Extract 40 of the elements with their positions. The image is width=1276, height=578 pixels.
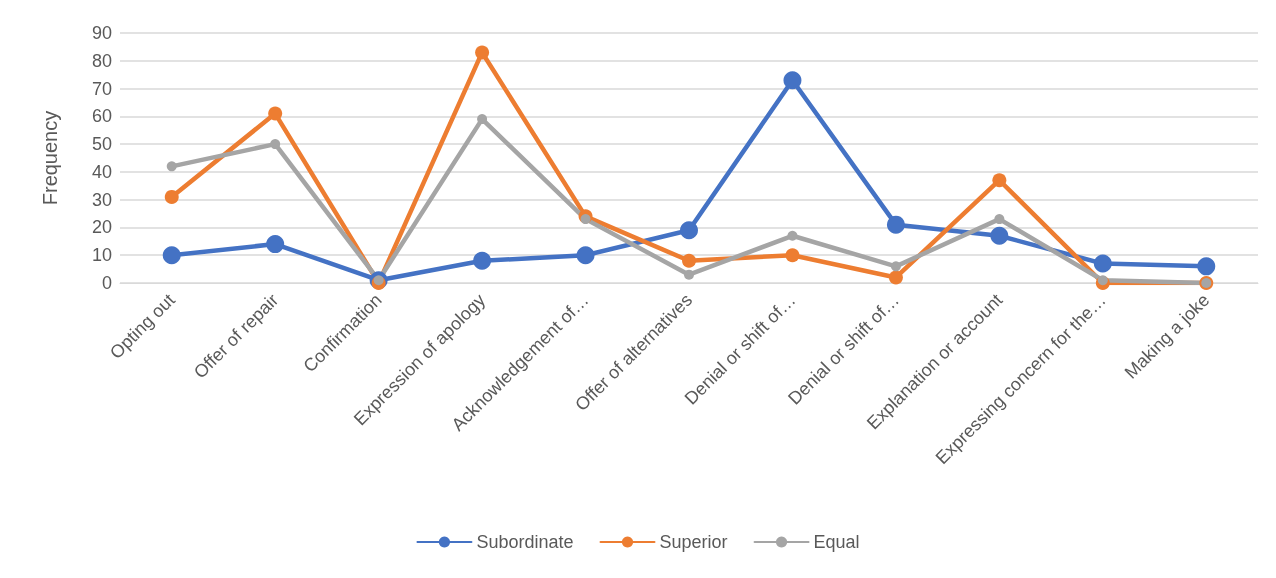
point xyxy=(473,251,492,270)
point xyxy=(785,248,800,263)
y-tick-label: 30 xyxy=(91,189,112,210)
point xyxy=(477,114,488,125)
y-tick-label: 60 xyxy=(91,106,112,127)
point xyxy=(580,214,591,225)
point xyxy=(680,221,698,240)
point xyxy=(992,173,1007,188)
legend-label: Equal xyxy=(813,532,860,552)
point xyxy=(994,214,1005,225)
point xyxy=(164,189,179,204)
point xyxy=(166,161,177,172)
point xyxy=(576,246,595,265)
point xyxy=(268,106,283,121)
point xyxy=(890,261,901,272)
point xyxy=(783,71,802,90)
point xyxy=(1093,254,1112,273)
point xyxy=(990,226,1009,245)
point xyxy=(1197,257,1216,276)
legend-label: Superior xyxy=(659,532,728,552)
point xyxy=(684,269,694,280)
point xyxy=(886,215,905,234)
y-tick-label: 80 xyxy=(91,50,112,71)
y-axis-title: Frequency xyxy=(39,110,61,206)
y-tick-label: 0 xyxy=(101,273,112,293)
y-tick-label: 90 xyxy=(91,23,112,43)
point xyxy=(266,235,285,254)
point xyxy=(682,253,696,268)
point xyxy=(787,230,798,241)
y-tick-label: 70 xyxy=(91,78,112,99)
y-tick-label: 20 xyxy=(91,217,112,238)
y-tick-label: 40 xyxy=(91,161,112,182)
y-tick-label: 10 xyxy=(91,245,112,266)
point xyxy=(475,45,490,60)
y-tick-label: 50 xyxy=(91,134,112,155)
point xyxy=(270,139,281,150)
point xyxy=(162,246,181,265)
point xyxy=(1097,275,1108,286)
point xyxy=(888,270,903,285)
legend-label: Subordinate xyxy=(476,532,574,552)
